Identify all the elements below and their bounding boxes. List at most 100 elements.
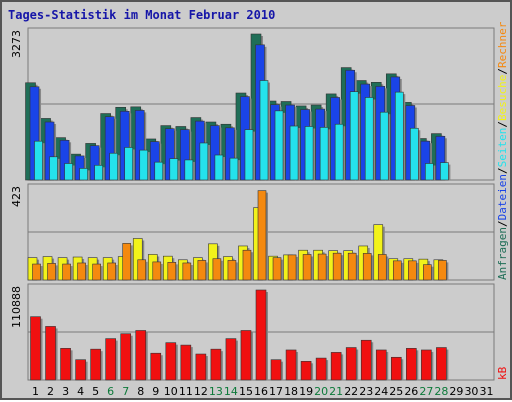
x-tick-label-10: 10	[164, 385, 178, 398]
bar-rechner-27	[423, 264, 432, 281]
x-tick-label-14: 14	[224, 385, 238, 398]
bar-kb-24	[375, 349, 387, 381]
bar-seiten-18	[289, 125, 299, 181]
bar-seiten-24	[379, 111, 389, 181]
bar-rechner-26	[408, 260, 417, 281]
bar-seiten-13	[214, 154, 224, 181]
x-tick-label-12: 12	[194, 385, 208, 398]
bar-kb-26	[406, 348, 417, 381]
bar-kb-14	[225, 338, 237, 381]
bar-seiten-7	[124, 147, 134, 181]
bar-seiten-21	[334, 123, 344, 181]
right-legend-top: Anfragen/Dateien/Seiten/Besuche/Rechner	[496, 21, 509, 280]
bar-kb-21	[330, 352, 342, 381]
bar-rechner-18	[287, 254, 297, 281]
bar-seiten-8	[139, 149, 149, 181]
bar-seiten-2	[49, 156, 58, 181]
right-legend-kb: kB	[496, 366, 509, 380]
x-tick-label-7: 7	[122, 385, 129, 398]
bar-rechner-1	[32, 263, 41, 281]
bar-kb-25	[390, 356, 402, 381]
legend-entry-seiten: Seiten	[496, 128, 509, 168]
bar-rechner-16	[257, 190, 267, 281]
x-tick-label-5: 5	[92, 385, 99, 398]
bar-kb-27	[421, 349, 432, 381]
bar-rechner-13	[212, 258, 222, 281]
x-tick-label-29: 29	[449, 385, 463, 398]
bar-seiten-22	[349, 91, 359, 181]
bar-rechner-17	[272, 257, 282, 281]
legend-entry-separator-3: /	[496, 167, 509, 174]
bar-kb-16	[255, 289, 267, 381]
x-tick-label-9: 9	[152, 385, 159, 398]
bar-kb-8	[135, 330, 147, 381]
bar-seiten-14	[229, 157, 239, 181]
bar-kb-12	[195, 353, 207, 381]
x-tick-label-28: 28	[434, 385, 448, 398]
x-tick-label-26: 26	[404, 385, 418, 398]
bar-kb-1	[30, 316, 41, 381]
bar-seiten-25	[394, 91, 404, 181]
bar-seiten-23	[364, 97, 374, 181]
bar-rechner-24	[377, 254, 387, 281]
legend-entry-separator-7: /	[496, 68, 509, 75]
x-tick-label-16: 16	[254, 385, 268, 398]
bar-rechner-15	[242, 249, 252, 281]
bar-seiten-3	[64, 163, 73, 181]
legend-entry-rechner: Rechner	[496, 21, 509, 68]
x-tick-label-15: 15	[239, 385, 253, 398]
bar-kb-6	[105, 338, 116, 381]
bar-rechner-6	[107, 262, 116, 281]
bar-rechner-23	[362, 253, 372, 281]
x-tick-label-30: 30	[464, 385, 478, 398]
bar-kb-15	[240, 330, 252, 381]
bar-seiten-15	[244, 129, 254, 181]
bar-kb-13	[210, 348, 222, 381]
bar-rechner-19	[302, 254, 312, 281]
bar-seiten-9	[154, 161, 164, 181]
bar-kb-20	[315, 357, 327, 381]
bar-kb-7	[120, 333, 132, 381]
bar-kb-17	[270, 359, 282, 381]
x-tick-label-20: 20	[314, 385, 328, 398]
panel-besuche-rechner-ymax-label: 423	[10, 186, 23, 207]
x-tick-label-2: 2	[47, 385, 54, 398]
x-tick-label-3: 3	[62, 385, 69, 398]
bar-seiten-6	[109, 152, 118, 181]
bar-rechner-25	[392, 260, 402, 281]
bar-kb-2	[45, 326, 56, 381]
bar-rechner-9	[152, 261, 162, 281]
bar-kb-3	[60, 348, 71, 381]
bar-rechner-5	[92, 263, 101, 281]
bar-rechner-10	[167, 262, 177, 281]
bar-kb-22	[345, 347, 357, 381]
chart-title: Tages-Statistik im Monat Februar 2010	[8, 8, 275, 22]
bar-seiten-5	[94, 164, 103, 181]
x-tick-label-13: 13	[209, 385, 223, 398]
x-tick-label-17: 17	[269, 385, 283, 398]
bar-rechner-3	[62, 263, 71, 281]
legend-entry-separator-1: /	[496, 220, 509, 227]
bar-rechner-12	[197, 260, 207, 281]
bar-kb-5	[90, 348, 101, 381]
legend-entry-besuche: Besuche	[496, 75, 509, 121]
bar-rechner-21	[332, 252, 342, 281]
x-tick-label-6: 6	[107, 385, 114, 398]
bar-rechner-2	[47, 263, 56, 281]
bar-seiten-11	[184, 159, 194, 181]
x-tick-label-18: 18	[284, 385, 298, 398]
x-tick-label-24: 24	[374, 385, 388, 398]
bar-seiten-20	[319, 127, 329, 181]
bar-kb-11	[180, 344, 192, 381]
bar-seiten-1	[34, 140, 43, 181]
bar-rechner-4	[77, 262, 86, 281]
bar-seiten-27	[425, 163, 434, 181]
bar-kb-19	[300, 361, 312, 381]
bar-seiten-16	[259, 80, 269, 181]
bar-seiten-26	[410, 127, 419, 181]
x-tick-label-25: 25	[389, 385, 403, 398]
bar-rechner-8	[137, 259, 147, 281]
bar-rechner-28	[438, 260, 447, 281]
